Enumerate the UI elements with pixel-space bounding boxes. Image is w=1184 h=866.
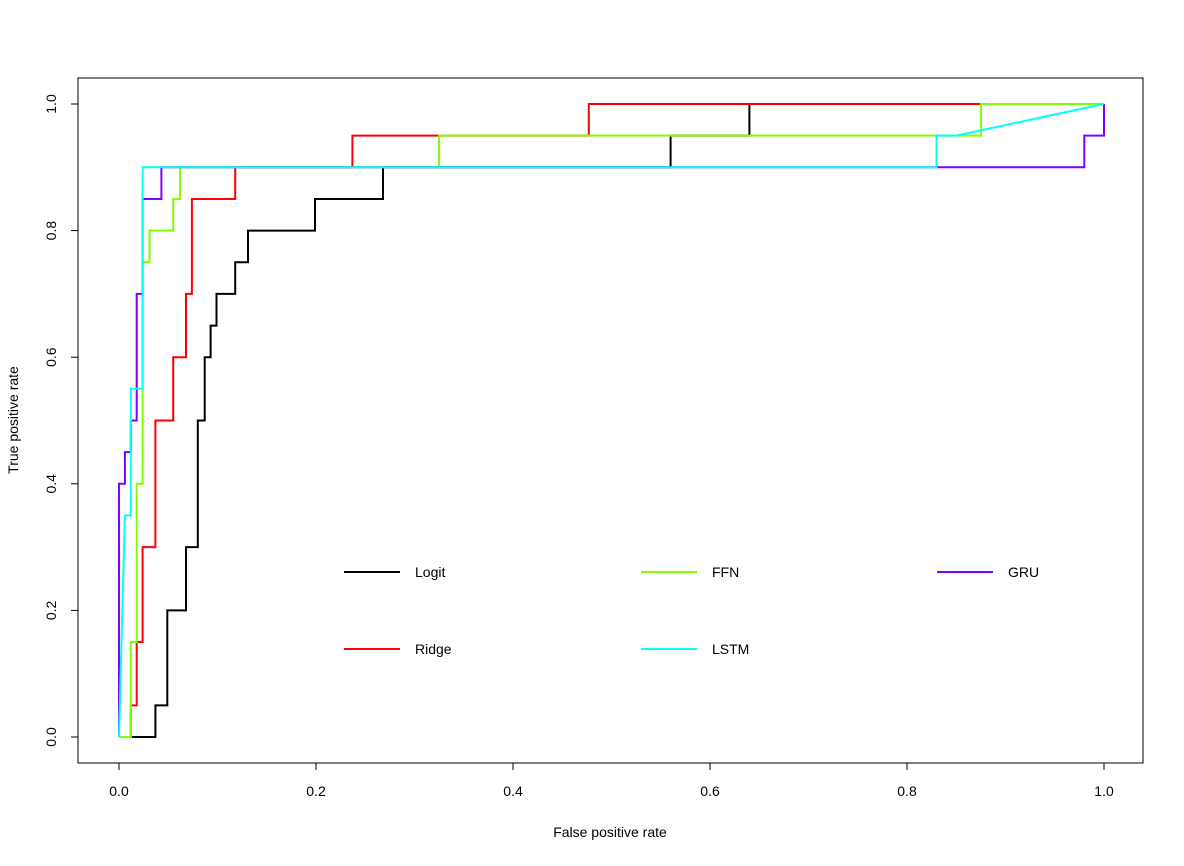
x-tick-label: 0.6 [700,783,720,799]
x-tick-label: 1.0 [1094,783,1114,799]
y-tick-label: 0.2 [43,600,59,620]
legend-item-logit: Logit [344,564,445,580]
legend-label: FFN [712,564,739,580]
legend-label: Ridge [415,641,452,657]
x-tick-label: 0.2 [306,783,326,799]
legend-label: Logit [415,564,445,580]
series-line-gru [118,104,1105,737]
series-line-logit [119,103,1104,738]
series-line-ridge [119,103,1104,738]
x-axis: 0.0 0.2 0.4 0.6 0.8 1.0 [109,762,1114,799]
y-axis: 0.0 0.2 0.4 0.6 0.8 1.0 [43,94,79,747]
series-line-lstm [118,103,1105,738]
y-tick-label: 0.6 [43,347,59,367]
legend-label: LSTM [712,641,749,657]
legend-item-gru: GRU [937,564,1039,580]
y-tick-label: 0.8 [43,221,59,241]
y-axis-label: True positive rate [5,366,21,474]
x-axis-label: False positive rate [553,824,667,840]
x-tick-label: 0.8 [897,783,917,799]
y-tick-label: 0.0 [43,727,59,747]
x-tick-label: 0.0 [109,783,129,799]
legend-item-lstm: LSTM [641,641,749,657]
series-line-ffn [119,103,1104,738]
legend-label: GRU [1008,564,1039,580]
x-tick-label: 0.4 [503,783,523,799]
y-tick-label: 0.4 [43,474,59,494]
legend-item-ffn: FFN [641,564,739,580]
series-layer [118,103,1105,738]
y-tick-label: 1.0 [43,94,59,114]
legend-item-ridge: Ridge [344,641,452,657]
plot-frame [77,77,1144,764]
legend: Logit FFN GRU Ridge LSTM [344,564,1039,657]
